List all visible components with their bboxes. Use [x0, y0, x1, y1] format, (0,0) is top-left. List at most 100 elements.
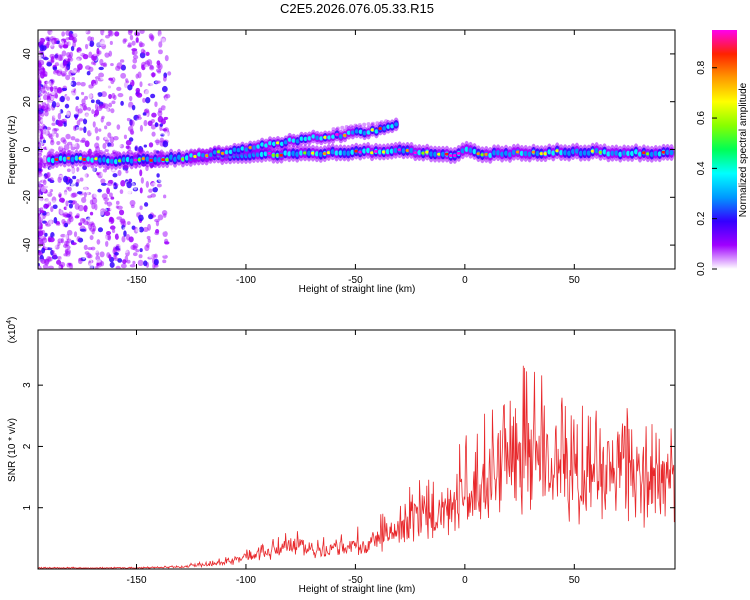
x-tick-label: 0: [462, 275, 468, 286]
heatmap-cell: [57, 112, 62, 120]
heatmap-cell: [96, 166, 100, 173]
heatmap-cell: [76, 120, 81, 126]
heatmap-cell: [64, 103, 70, 109]
heatmap-cell: [169, 118, 172, 121]
heatmap-cell: [127, 42, 132, 47]
heatmap-cell: [64, 95, 70, 102]
heatmap-cell: [50, 31, 54, 36]
heatmap-cell: [126, 117, 131, 122]
heatmap-cell: [63, 222, 69, 228]
heatmap-cell: [84, 251, 90, 255]
heatmap-cell: [46, 172, 50, 179]
heatmap-cell: [405, 117, 410, 122]
heatmap-cell: [88, 84, 94, 89]
heatmap-cell: [152, 206, 158, 214]
heatmap-cell: [662, 138, 665, 142]
heatmap-cell: [135, 228, 141, 233]
heatmap-cell: [93, 191, 100, 198]
heatmap-cell: [120, 72, 127, 79]
heatmap-cell: [158, 34, 162, 41]
heatmap-cell: [134, 132, 139, 140]
heatmap-cell: [587, 178, 592, 181]
heatmap-cell: [350, 172, 354, 177]
heatmap-cell: [150, 93, 156, 99]
heatmap-cell: [104, 52, 110, 58]
snr-scale-exponent: 4: [6, 320, 13, 324]
heatmap-cell: [91, 61, 96, 65]
heatmap-cell: [521, 142, 526, 145]
heatmap-cell: [38, 198, 43, 202]
heatmap-cell: [147, 223, 151, 231]
heatmap-cell: [120, 179, 126, 187]
heatmap-cell: [60, 181, 65, 186]
heatmap-cell: [131, 40, 136, 46]
heatmap-cell: [55, 133, 59, 138]
heatmap-cell: [87, 93, 93, 99]
heatmap-cell: [131, 48, 138, 52]
heatmap-cell: [109, 204, 116, 212]
heatmap-cell: [106, 187, 111, 195]
heatmap-cell: [154, 231, 160, 236]
heatmap-cell: [65, 200, 69, 207]
heatmap-cell: [145, 51, 150, 57]
heatmap-cell: [366, 166, 370, 170]
heatmap-cell: [127, 106, 133, 110]
heatmap-cell: [111, 212, 117, 218]
heatmap-cell: [38, 202, 43, 208]
heatmap-cell: [82, 118, 88, 125]
heatmap-cell: [77, 50, 83, 56]
heatmap-cell: [89, 211, 94, 216]
heatmap-cell: [138, 254, 143, 259]
heatmap-cell: [119, 138, 123, 143]
heatmap-cell: [38, 84, 42, 91]
heatmap-cell: [153, 39, 158, 46]
heatmap-cell: [97, 220, 102, 226]
heatmap-cell: [62, 44, 69, 49]
heatmap-cell: [41, 45, 47, 51]
heatmap-cell: [153, 258, 159, 266]
heatmap-cell: [113, 182, 117, 186]
heatmap-cell: [83, 105, 88, 112]
heatmap-cell: [84, 84, 89, 92]
heatmap-cell: [466, 139, 471, 143]
heatmap-cell: [160, 118, 166, 125]
heatmap-cell: [100, 178, 106, 184]
heatmap-cell: [330, 160, 333, 163]
heatmap-cell: [90, 246, 96, 251]
heatmap-cell: [374, 129, 379, 134]
spectrogram-heatmap: [38, 30, 675, 269]
heatmap-cell: [57, 54, 63, 62]
heatmap-cell: [66, 238, 72, 243]
heatmap-cell: [92, 36, 97, 42]
heatmap-cell: [96, 239, 101, 245]
heatmap-cell: [143, 202, 149, 207]
heatmap-cell: [98, 128, 102, 132]
heatmap-cell: [335, 126, 340, 131]
heatmap-cell: [76, 236, 81, 242]
heatmap-cell: [46, 99, 53, 104]
heatmap-cell: [60, 71, 67, 77]
heatmap-cell: [150, 182, 156, 189]
heatmap-cell: [125, 139, 132, 146]
heatmap-cell: [129, 169, 134, 174]
heatmap-cell: [464, 183, 467, 187]
heatmap-cell: [152, 186, 158, 193]
x-tick-label: 50: [569, 275, 581, 286]
heatmap-cell: [41, 247, 46, 254]
heatmap-cell: [98, 72, 105, 78]
heatmap-cell: [51, 91, 56, 96]
heatmap-cell: [40, 186, 47, 193]
heatmap-cell: [63, 122, 67, 127]
heatmap-cell: [256, 120, 260, 125]
heatmap-cell: [51, 101, 57, 108]
heatmap-cell: [366, 122, 371, 127]
heatmap-cell: [53, 216, 58, 224]
heatmap-cell: [42, 139, 46, 144]
heatmap-cell: [92, 225, 97, 232]
heatmap-cell: [123, 102, 128, 107]
heatmap-cell: [456, 151, 461, 155]
heatmap-cell: [108, 221, 112, 227]
heatmap-cell: [84, 113, 90, 120]
heatmap-cell: [79, 132, 84, 137]
heatmap-cell: [148, 142, 154, 148]
